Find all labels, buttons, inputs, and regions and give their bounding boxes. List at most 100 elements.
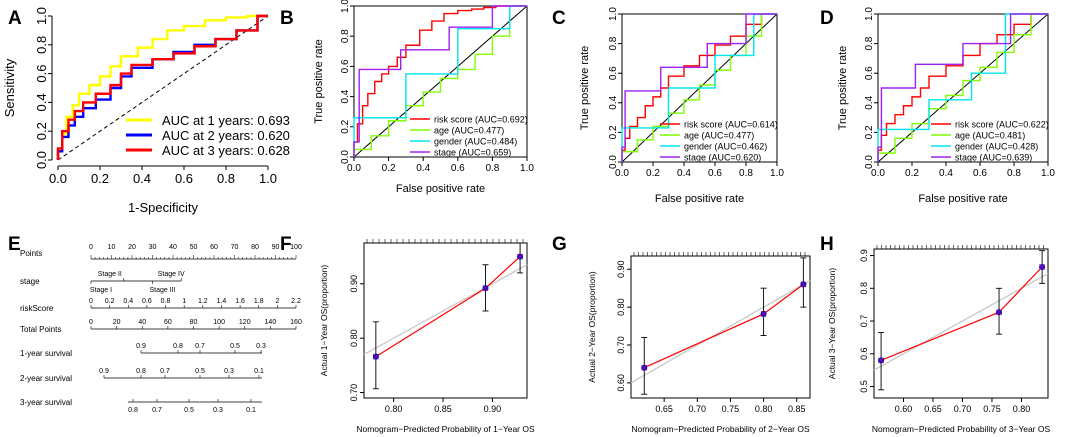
y-tick-label: 0.70	[349, 384, 359, 402]
panel-letter-D: D	[820, 8, 834, 29]
x-tick-label: 0.85	[434, 404, 452, 414]
nomogram-tick-label: 0.5	[230, 343, 240, 350]
y-tick-label: 0.6	[340, 59, 351, 73]
y-tick-label: 0.2	[34, 122, 49, 140]
x-tick-label: 0.6	[175, 171, 193, 186]
x-tick-label: 0.4	[939, 168, 953, 179]
panel-letter-B: B	[280, 8, 294, 29]
x-tick-label: 0.4	[677, 168, 691, 179]
nomogram-tick-label: 0.3	[213, 407, 223, 414]
x-tick-label: 0.0	[871, 168, 885, 179]
points-tick-label: 10	[108, 244, 116, 251]
plot-frame	[353, 5, 528, 158]
nomogram-tick-label: 0.4	[123, 298, 133, 305]
nomogram-tick-label: 0.9	[136, 343, 146, 350]
y-tick-label: 0.70	[616, 336, 626, 354]
plot-frame	[873, 248, 1049, 399]
x-tick-label: 0.0	[49, 171, 67, 186]
nomogram-tick-label: 0.5	[184, 407, 194, 414]
x-tick-label: 0.4	[133, 171, 151, 186]
x-axis-label: Nomogram−Predicted Probability of 2−Year…	[631, 424, 810, 434]
ideal-line	[363, 264, 528, 356]
y-tick-label: 0.2	[608, 125, 619, 139]
legend-label: risk score (AUC=0.622)	[955, 120, 1049, 130]
y-tick-label: 0.6	[34, 65, 49, 83]
nomogram-tick-label: 1.6	[235, 298, 245, 305]
nomogram-tick-label: 0.2	[105, 298, 115, 305]
nomogram-tick-label: 1.2	[198, 298, 208, 305]
nomogram-tick-label: 1.4	[217, 298, 227, 305]
x-tick-label: 1.0	[520, 163, 534, 174]
calibration-marker	[517, 253, 524, 260]
y-tick-label: 0.8	[864, 36, 875, 50]
x-axis-label: False positive rate	[396, 183, 485, 195]
y-tick-label: 0.2	[340, 119, 351, 133]
y-tick-label: 0.0	[340, 150, 351, 164]
points-tick-label: 0	[89, 244, 93, 251]
x-tick-label: 0.60	[895, 404, 913, 414]
x-tick-label: 0.6	[451, 163, 465, 174]
legend-label: age (AUC=0.481)	[955, 131, 1025, 141]
y-tick-label: 0.0	[608, 155, 619, 169]
roc-series-line	[877, 13, 1048, 162]
points-tick-label: 80	[251, 244, 259, 251]
x-tick-label: 0.70	[689, 404, 707, 414]
nomogram-tick-label: 60	[164, 319, 172, 326]
nomogram-tick-label: 120	[239, 319, 251, 326]
stage-tick-label: Stage I	[90, 287, 112, 294]
nomogram-tick-label: 0.1	[254, 368, 264, 375]
x-tick-label: 0.75	[722, 404, 740, 414]
roc-panel-A: 0.0 0.2 0.4 0.6 0.8 1.0 0.0 0.2 0.4 0.6 0.8 1.0 1-Sp…	[2, 7, 290, 215]
y-tick-label: 0.5	[859, 380, 869, 393]
nomogram-tick-label: 0.9	[99, 368, 109, 375]
points-tick-label: 20	[128, 244, 136, 251]
x-tick-label: 1.0	[770, 168, 784, 179]
x-tick-label: 0.85	[788, 404, 806, 414]
nomogram-tick-label: 0.1	[246, 407, 256, 414]
roc-panel-D: 0.0 0.2 0.4 0.6 0.8 1.0 0.0 0.2 0.4 0.6 0.8 1.0 Fals…	[837, 7, 1055, 205]
roc-series-line	[353, 5, 527, 157]
nomogram-tick-label: 2	[275, 298, 279, 305]
x-tick-label: 0.6	[973, 168, 987, 179]
panel-letter-H: H	[820, 234, 834, 255]
x-tick-label: 0.2	[646, 168, 660, 179]
nomogram-row-label: Total Points	[20, 325, 61, 334]
calibration-marker	[372, 353, 379, 360]
points-tick-label: 90	[272, 244, 280, 251]
legend-label: age (AUC=0.477)	[434, 126, 504, 136]
legend-label: risk score (AUC=0.692)	[434, 115, 528, 125]
nomogram-tick-label: 160	[290, 319, 302, 326]
y-tick-label: 0.8	[340, 29, 351, 43]
y-tick-label: 0.90	[349, 275, 359, 293]
nomogram-row-label: 2-year survival	[20, 374, 72, 383]
legend-label: stage (AUC=0.620)	[684, 153, 761, 163]
nomogram-tick-label: 0.7	[195, 343, 205, 350]
y-axis-label: Actual 2−Year OS(proportion)	[587, 271, 597, 383]
y-tick-label: 1.0	[34, 7, 49, 25]
calibration-marker	[1039, 264, 1046, 270]
points-tick-label: 60	[210, 244, 218, 251]
stage-tick-label: Stage III	[149, 287, 175, 294]
legend-label: AUC at 2 years: 0.620	[162, 128, 290, 143]
x-axis-label: 1-Specificity	[128, 200, 199, 215]
x-tick-label: 0.8	[739, 168, 753, 179]
stage-tick-label: Stage IV	[158, 271, 185, 278]
x-tick-label: 1.0	[1041, 168, 1055, 179]
nomogram-tick-label: 0	[89, 298, 93, 305]
y-tick-label: 0.9	[859, 249, 869, 262]
x-tick-label: 0.0	[615, 168, 629, 179]
panel-letter-G: G	[552, 234, 567, 255]
panel-letter-C: C	[552, 8, 566, 29]
legend-label: risk score (AUC=0.614)	[684, 120, 778, 130]
y-tick-label: 0.80	[616, 298, 626, 316]
panel-letter-E: E	[8, 234, 21, 255]
y-tick-label: 1.0	[608, 7, 619, 21]
stage-tick-label: Stage II	[98, 271, 122, 278]
x-tick-label: 0.65	[655, 404, 673, 414]
calibration-marker	[878, 357, 884, 364]
nomogram-row-label: stage	[20, 277, 40, 286]
y-tick-label: 0.2	[864, 125, 875, 139]
x-tick-label: 0.2	[905, 168, 919, 179]
x-tick-label: 0.65	[924, 404, 942, 414]
